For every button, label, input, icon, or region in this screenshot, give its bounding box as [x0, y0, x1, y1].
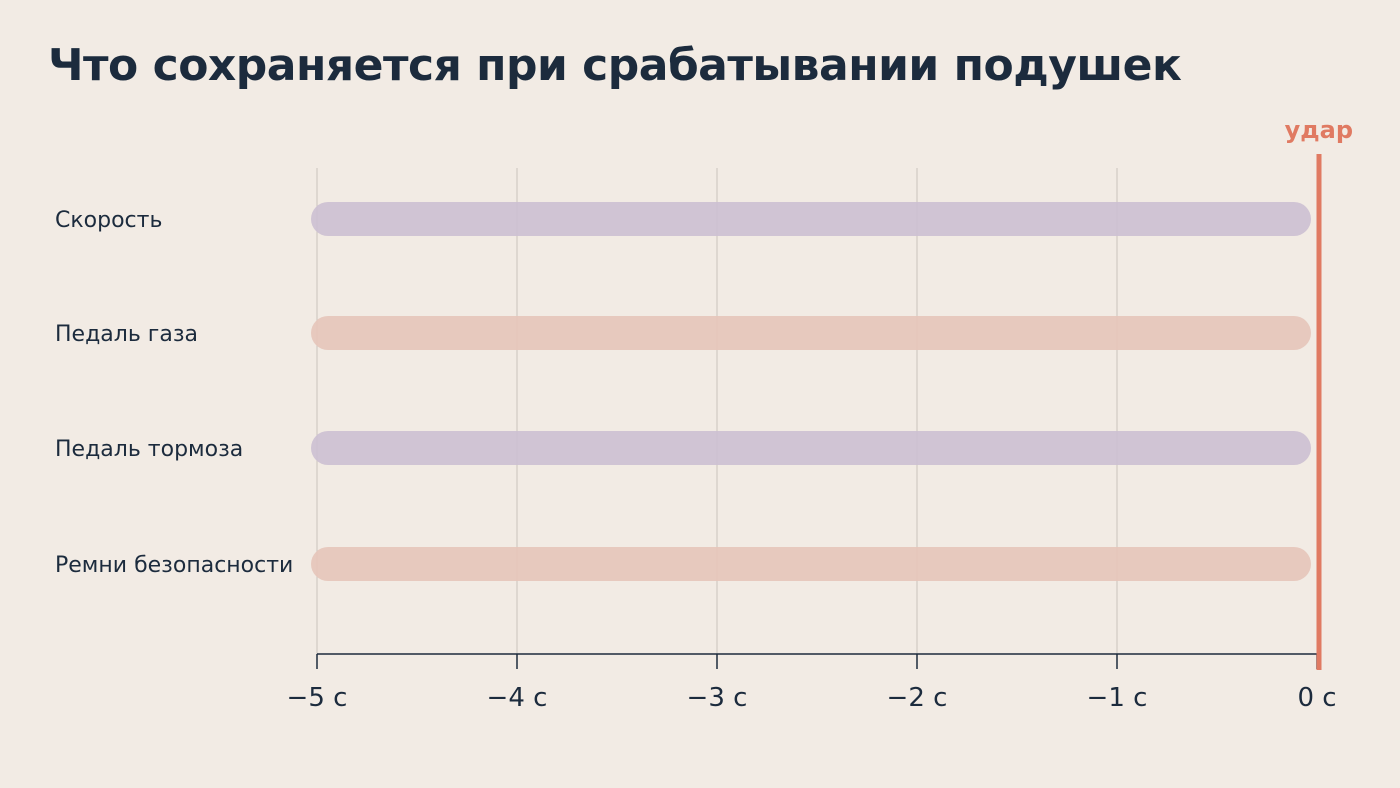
x-tick-label: −5 с	[287, 683, 348, 713]
bars	[311, 202, 1311, 581]
grid-lines	[316, 168, 1118, 654]
x-tick-label: −1 с	[1087, 683, 1148, 713]
x-tick-label: −2 с	[887, 683, 948, 713]
row-label: Ремни безопасности	[55, 553, 293, 578]
row-labels: Скорость Педаль газа Педаль тормоза Ремни б…	[55, 208, 293, 578]
impact-marker: удар	[1285, 116, 1353, 670]
range-bar	[311, 547, 1311, 581]
range-bar	[311, 202, 1311, 236]
impact-label: удар	[1285, 116, 1353, 144]
range-bar	[311, 431, 1311, 465]
chart-title: Что сохраняется при срабатывании подушек	[48, 40, 1182, 91]
x-tick-label: 0 с	[1297, 683, 1336, 713]
row-label: Педаль газа	[55, 322, 198, 347]
x-tick-label: −3 с	[687, 683, 748, 713]
row-label: Педаль тормоза	[55, 437, 243, 462]
range-bar	[311, 316, 1311, 350]
x-tick-label: −4 с	[487, 683, 548, 713]
row-label: Скорость	[55, 208, 162, 233]
x-axis: −5 с −4 с −3 с −2 с −1 с 0 с	[287, 653, 1337, 713]
